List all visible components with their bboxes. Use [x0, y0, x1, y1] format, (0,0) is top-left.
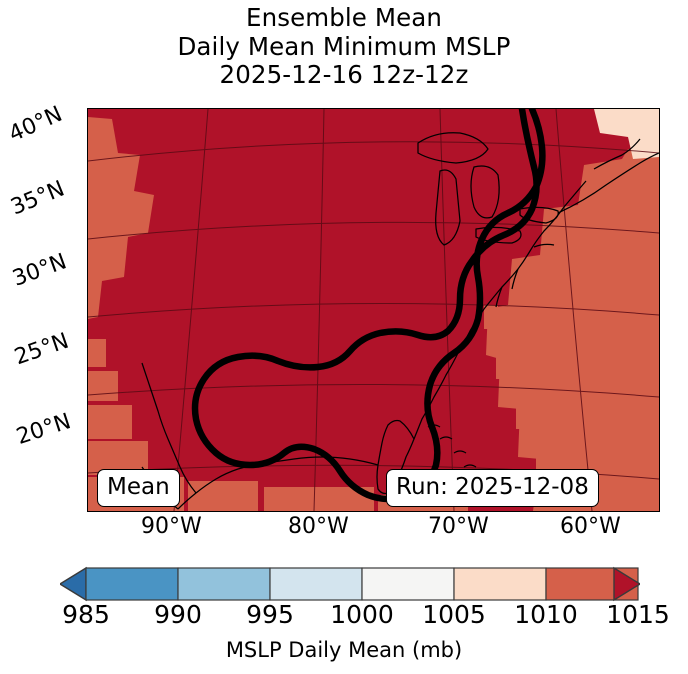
- lat-label-30N: 30°N: [9, 249, 71, 292]
- lat-label-40N: 40°N: [5, 101, 67, 148]
- field-1005-1010: [594, 109, 659, 159]
- colorbar-tick-985: 985: [62, 600, 110, 629]
- lon-label-80W: 80°W: [288, 514, 349, 539]
- map-canvas: [88, 109, 659, 511]
- lon-label-90W: 90°W: [141, 514, 202, 539]
- colorbar-tick-995: 995: [246, 600, 294, 629]
- mean-label-box: Mean: [97, 469, 180, 507]
- graticule: [88, 109, 659, 511]
- lat-label-20N: 20°N: [13, 409, 74, 450]
- colorbar-tick-990: 990: [154, 600, 202, 629]
- lon-label-70W: 70°W: [428, 514, 489, 539]
- colorbar[interactable]: [60, 566, 640, 602]
- colorbar-tick-1010: 1010: [514, 600, 578, 629]
- title-line-3: 2025-12-16 12z-12z: [219, 60, 469, 89]
- colorbar-tick-1005: 1005: [422, 600, 486, 629]
- colorbar-axis-label: MSLP Daily Mean (mb): [225, 638, 463, 662]
- colorbar-band-1000-1005: [361, 567, 455, 601]
- contour-1015: [191, 109, 546, 503]
- run-label-box: Run: 2025-12-08: [386, 469, 599, 507]
- colorbar-tick-labels: 985 990 995 1000 1005 1010 1015: [0, 600, 688, 630]
- title-line-2: Daily Mean Minimum MSLP: [177, 31, 511, 61]
- colorbar-band-995-1000: [269, 567, 363, 601]
- page-title: Ensemble Mean Daily Mean Minimum MSLP 20…: [0, 3, 688, 90]
- colorbar-band-1005-1010: [453, 567, 547, 601]
- lat-label-25N: 25°N: [11, 328, 73, 371]
- colorbar-canvas: [60, 566, 640, 602]
- colorbar-band-985-990: [85, 567, 179, 601]
- colorbar-tick-1015: 1015: [606, 600, 670, 629]
- colorbar-over-arrow: [613, 566, 640, 602]
- field-1010-1015: [484, 149, 659, 511]
- lat-label-35N: 35°N: [7, 176, 69, 221]
- colorbar-tick-1000: 1000: [330, 600, 394, 629]
- map-panel[interactable]: [87, 108, 660, 512]
- colorbar-band-990-995: [177, 567, 271, 601]
- lon-label-60W: 60°W: [560, 514, 621, 539]
- colorbar-under-arrow: [60, 566, 87, 602]
- title-line-1: Ensemble Mean: [246, 3, 442, 32]
